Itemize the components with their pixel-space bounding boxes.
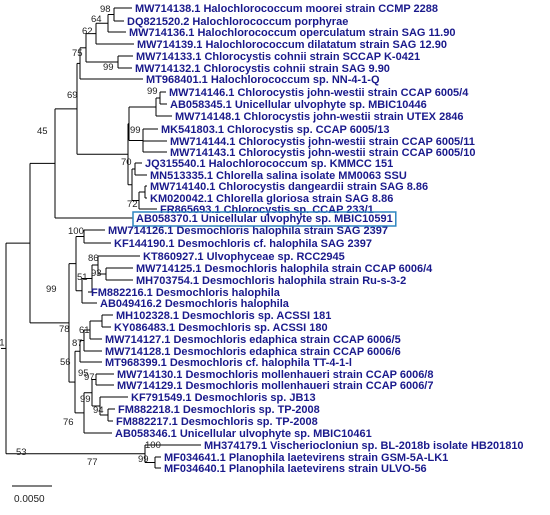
bootstrap-value: 87 xyxy=(72,338,83,349)
taxon-label: MW714148.1 Chlorocystis john-westii stra… xyxy=(175,111,464,123)
taxon-label: JQ315540.1 Halochlorococcum sp. KMMCC 15… xyxy=(145,158,393,170)
taxon-label: MH703754.1 Desmochloris halophila strain… xyxy=(136,275,406,287)
taxon-label: MT968399.1 Desmochloris cf. halophila TT… xyxy=(105,357,352,369)
taxon-label: MW714133.1 Chlorocystis cohnii strain SC… xyxy=(136,51,420,63)
taxon-label: MK541803.1 Chlorocystis sp. CCAP 6005/13 xyxy=(161,124,389,136)
taxon-label: MW714126.1 Desmochloris halophila strain… xyxy=(108,225,388,237)
bootstrap-value: 78 xyxy=(59,324,70,335)
taxon-label: MW714139.1 Halochlorococcum dilatatum st… xyxy=(137,39,447,51)
taxon-label: MW714143.1 Chlorocystis john-westii stra… xyxy=(170,147,475,159)
bootstrap-value: 70 xyxy=(121,157,132,168)
taxon-label: MF034641.1 Planophila laetevirens strain… xyxy=(164,452,448,464)
bootstrap-value: 77 xyxy=(87,457,98,468)
taxon-label: KY086483.1 Desmochloris sp. ACSSI 180 xyxy=(114,322,328,334)
taxon-label: AB058345.1 Unicellular ulvophyte sp. MBI… xyxy=(170,99,427,111)
scale-bar: 0.0050 xyxy=(12,485,52,505)
bootstrap-value: 99 xyxy=(147,86,158,97)
bootstrap-value: 91 xyxy=(0,337,5,348)
taxon-label: MW714125.1 Desmochloris halophila strain… xyxy=(136,263,433,275)
taxon-label: MW714140.1 Chlorocystis dangeardii strai… xyxy=(150,181,428,193)
bootstrap-value: 100 xyxy=(145,440,161,451)
bootstrap-value: 99 xyxy=(46,284,57,295)
scale-bar-label: 0.0050 xyxy=(14,494,45,505)
taxon-label: MT968401.1 Halochlorococcum sp. NN-4-1-Q xyxy=(146,74,380,86)
bootstrap-value: 69 xyxy=(67,90,78,101)
bootstrap-value: 64 xyxy=(91,14,102,25)
taxon-label: KF791549.1 Desmochloris sp. JB13 xyxy=(131,392,316,404)
taxon-label: FM882217.1 Desmochloris sp. TP-2008 xyxy=(116,416,318,428)
tree-branches xyxy=(1,7,201,469)
bootstrap-value: 45 xyxy=(37,126,48,137)
bootstrap-values: 9864629975997072996945771008693519961875… xyxy=(0,4,161,468)
taxon-label: MN513335.1 Chlorella salina isolate MM00… xyxy=(150,170,407,182)
taxon-label: DQ821520.2 Halochlorococcum porphyrae xyxy=(127,16,348,28)
bootstrap-value: 61 xyxy=(79,325,90,336)
bootstrap-value: 53 xyxy=(16,447,27,458)
taxon-labels: MW714138.1 Halochlorococcum moorei strai… xyxy=(91,3,524,475)
bootstrap-value: 94 xyxy=(93,405,104,416)
taxon-label: KT860927.1 Ulvophyceae sp. RCC2945 xyxy=(143,251,345,263)
taxon-label: AB058370.1 Unicellular ulvophyte sp. MBI… xyxy=(136,213,393,225)
taxon-label: MW714144.1 Chlorocystis john-westii stra… xyxy=(170,136,475,148)
bootstrap-value: 100 xyxy=(68,226,84,237)
taxon-label: MW714146.1 Chlorocystis john-westii stra… xyxy=(169,87,469,99)
highlight-box xyxy=(132,211,397,227)
bootstrap-value: 99 xyxy=(80,394,91,405)
bootstrap-value: 62 xyxy=(82,26,93,37)
taxon-label: FM882216.1 Desmochloris halophila xyxy=(91,287,281,299)
bootstrap-value: 99 xyxy=(138,454,149,465)
taxon-label: KM020042.1 Chlorella gloriosa strain SAG… xyxy=(150,193,393,205)
bootstrap-value: 51 xyxy=(77,272,88,283)
taxon-label: MW714128.1 Desmochloris edaphica strain … xyxy=(105,346,401,358)
taxon-label: MW714132.1 Chlorocystis cohnii strain SA… xyxy=(135,63,390,75)
taxon-label: MW714136.1 Halochlorococcum operculatum … xyxy=(129,27,455,39)
taxon-label: FM882218.1 Desmochloris sp. TP-2008 xyxy=(118,404,320,416)
bootstrap-value: 76 xyxy=(63,417,74,428)
bootstrap-value: 99 xyxy=(103,62,114,73)
taxon-label: MW714138.1 Halochlorococcum moorei strai… xyxy=(135,3,438,15)
taxon-label: KF144190.1 Desmochloris cf. halophila SA… xyxy=(114,238,372,250)
taxon-label: MH374179.1 Vischeriocloniun sp. BL-2018b… xyxy=(204,440,524,452)
bootstrap-value: 75 xyxy=(72,48,83,59)
taxon-label: MW714130.1 Desmochloris mollenhaueri str… xyxy=(117,369,433,381)
taxon-label: MW714129.1 Desmochloris mollenhaueri str… xyxy=(117,380,433,392)
bootstrap-value: 99 xyxy=(130,125,141,136)
bootstrap-value: 86 xyxy=(88,253,99,264)
taxon-label: FR865693.1 Chlorocystis sp. CCAP 233/1 xyxy=(160,204,374,216)
taxon-label: MF034640.1 Planophila laetevirens strain… xyxy=(164,463,427,475)
taxon-label: AB058346.1 Unicellular ulvophyte sp. MBI… xyxy=(115,428,372,440)
bootstrap-value: 97 xyxy=(84,372,95,383)
taxon-label: MW714127.1 Desmochloris edaphica strain … xyxy=(105,334,401,346)
taxon-label: MH102328.1 Desmochloris sp. ACSSI 181 xyxy=(116,310,331,322)
bootstrap-value: 98 xyxy=(100,4,111,15)
bootstrap-value: 95 xyxy=(78,368,89,379)
bootstrap-value: 93 xyxy=(91,268,102,279)
taxon-label: AB049416.2 Desmochloris halophila xyxy=(100,298,290,310)
bootstrap-value: 72 xyxy=(127,199,138,210)
bootstrap-value: 56 xyxy=(60,357,71,368)
